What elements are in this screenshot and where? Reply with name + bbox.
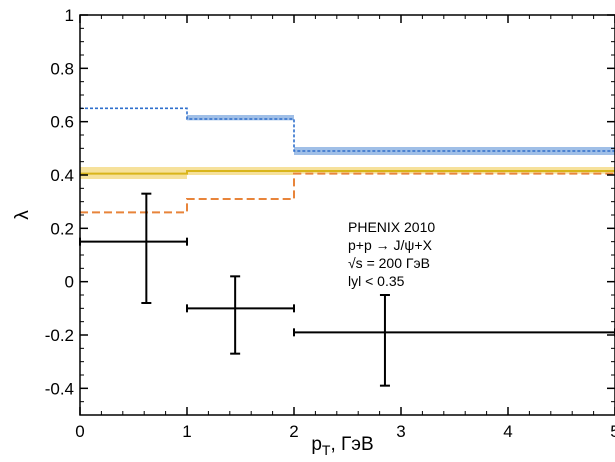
y-tick-label-2: 0: [65, 273, 74, 292]
data-point-2: [293, 294, 615, 387]
y-tick-label-6: 0.8: [50, 59, 74, 78]
annotation-experiment: PHENIX 2010: [348, 219, 435, 235]
x-tick-label-3: 3: [396, 422, 405, 441]
annotation-block: PHENIX 2010 p+p → J/ψ+X √s = 200 ГэВ lyl…: [348, 219, 435, 289]
x-tick-label-4: 4: [503, 422, 512, 441]
y-tick-label-0: -0.4: [45, 379, 74, 398]
x-axis-label: pT, ГэВ: [311, 434, 373, 458]
y-axis-label: λ: [12, 210, 33, 220]
annotation-rapidity: lyl < 0.35: [348, 273, 405, 289]
series-line-0: [80, 107, 615, 152]
series-line-1: [80, 170, 615, 175]
band-0-bin-1: [187, 115, 294, 121]
annotation-process: p+p → J/ψ+X: [348, 237, 433, 253]
x-axis-label-unit: , ГэВ: [330, 434, 373, 455]
y-tick-label-4: 0.4: [50, 166, 74, 185]
x-axis-label-subscript: T: [322, 442, 331, 458]
data-point-1: [186, 275, 295, 355]
y-tick-label-5: 0.6: [50, 113, 74, 132]
y-tick-label-7: 1: [65, 6, 74, 25]
y-tick-label-3: 0.2: [50, 219, 74, 238]
x-tick-label-0: 0: [75, 422, 84, 441]
x-tick-label-1: 1: [182, 422, 191, 441]
series-lines: [80, 107, 615, 214]
data-points: [79, 192, 615, 387]
x-axis-label-main: p: [311, 434, 322, 455]
series-line-2: [80, 172, 615, 214]
y-tick-label-1: -0.2: [45, 326, 74, 345]
x-tick-label-2: 2: [289, 422, 298, 441]
axis-ticks: 0 1 2 3 4 5 -0.4 -0.2 0 0.2 0.4 0.6 0.8 1: [45, 6, 615, 441]
annotation-energy: √s = 200 ГэВ: [348, 255, 430, 271]
x-tick-label-5: 5: [610, 422, 615, 441]
